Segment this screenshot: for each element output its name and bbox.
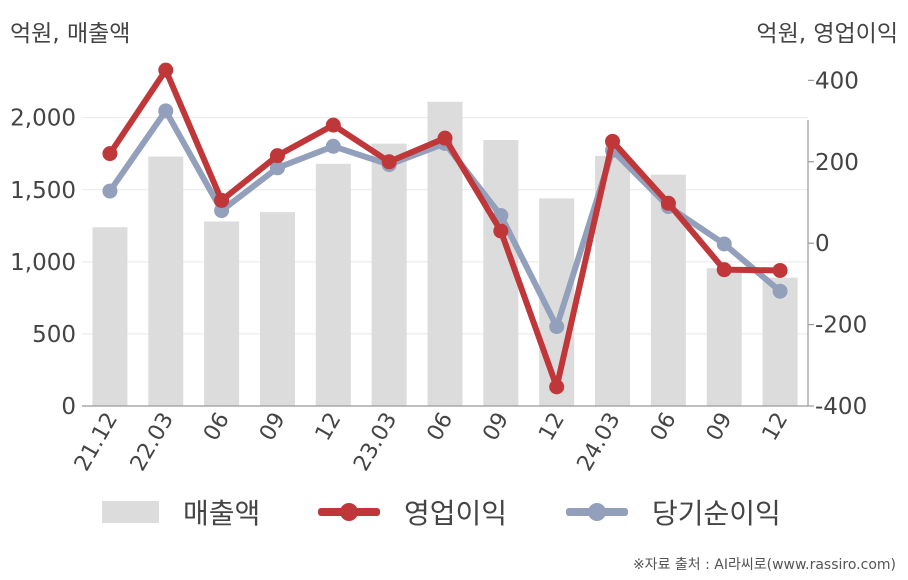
left-tick-label: 1,500 — [10, 178, 76, 204]
left-tick-label: 500 — [32, 322, 76, 348]
x-tick-label: 12 — [758, 409, 794, 446]
operating-profit-point — [102, 146, 118, 162]
net-income-point — [772, 283, 788, 299]
revenue-bar — [204, 221, 240, 406]
x-tick-label: 23.03 — [349, 409, 402, 476]
x-tick-label: 09 — [478, 409, 514, 446]
net-income-point — [716, 236, 732, 252]
left-tick-label: 1,000 — [10, 250, 76, 276]
x-tick-label: 09 — [702, 409, 738, 446]
revenue-bar — [315, 163, 351, 406]
left-tick-label: 0 — [61, 394, 76, 420]
revenue-legend-label: 매출액 — [183, 497, 261, 530]
right-tick-label: -200 — [815, 313, 867, 339]
net-income-point — [549, 319, 565, 335]
left-axis-unit: 억원, 매출액 — [10, 21, 131, 47]
operating-profit-point — [269, 148, 285, 164]
revenue-legend-swatch — [102, 501, 159, 523]
x-tick-label: 06 — [646, 409, 682, 446]
x-tick-label: 06 — [423, 409, 459, 446]
operating-profit-point — [214, 192, 230, 208]
x-tick-label: 21.12 — [70, 409, 123, 476]
revenue-bar — [148, 156, 184, 406]
operating-profit-point — [325, 117, 341, 133]
operating-profit-point — [549, 379, 565, 395]
legend-item-net-income: 당기순이익 — [566, 492, 781, 532]
net-income-point — [102, 183, 118, 199]
net-income-point — [158, 103, 174, 119]
revenue-bar — [706, 268, 742, 406]
right-tick-label: 400 — [815, 68, 859, 94]
revenue-bar — [92, 227, 128, 406]
operating-profit-point — [716, 262, 732, 278]
net-income-point — [269, 160, 285, 176]
revenue-bar — [762, 277, 798, 406]
x-tick-label: 06 — [199, 409, 235, 446]
revenue-bar — [259, 212, 295, 406]
net-income-point — [325, 138, 341, 154]
right-tick-label: -400 — [815, 394, 867, 420]
operating-profit-point — [772, 262, 788, 278]
legend-item-revenue: 매출액 — [102, 492, 260, 532]
x-tick-label: 24.03 — [573, 409, 626, 476]
right-tick-label: 200 — [815, 150, 859, 176]
revenue-bar — [371, 143, 407, 406]
x-tick-label: 12 — [311, 409, 347, 446]
x-tick-label: 09 — [255, 409, 291, 446]
x-tick-label: 12 — [534, 409, 570, 446]
net-income-legend-label: 당기순이익 — [652, 497, 781, 530]
operating-profit-point — [381, 154, 397, 170]
operating-profit-point — [605, 133, 621, 149]
revenue-bar — [483, 140, 519, 406]
operating-profit-legend-swatch — [318, 501, 380, 523]
left-tick-label: 2,000 — [10, 106, 76, 132]
operating-profit-point — [660, 195, 676, 211]
operating-profit-legend-label: 영업이익 — [404, 497, 508, 530]
source-note: ※자료 출처 : AI라씨로(www.rassiro.com) — [632, 557, 896, 573]
right-axis-unit: 억원, 영업이익 — [756, 21, 898, 47]
right-tick-label: 0 — [815, 231, 830, 257]
operating-profit-point — [158, 62, 174, 78]
operating-profit-point — [493, 223, 509, 239]
x-tick-label: 22.03 — [126, 409, 179, 476]
net-income-legend-swatch — [566, 501, 628, 523]
legend-item-operating-profit: 영업이익 — [318, 492, 507, 532]
operating-profit-point — [437, 130, 453, 146]
